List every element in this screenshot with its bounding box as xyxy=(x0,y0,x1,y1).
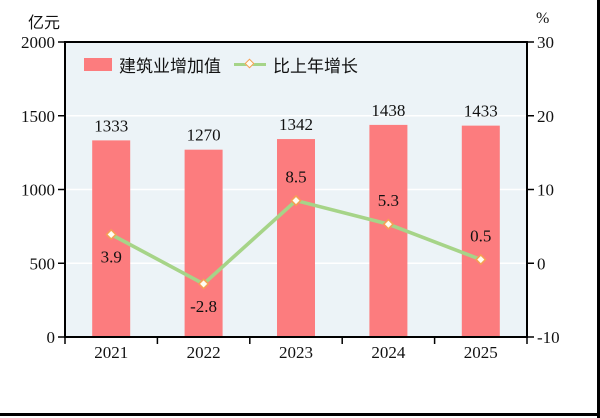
left-axis-unit-label: 亿元 xyxy=(28,15,61,32)
bar-legend-swatch xyxy=(84,57,112,71)
line-marker xyxy=(197,278,210,290)
line-marker xyxy=(290,194,302,207)
bar xyxy=(369,124,408,338)
right-axis-tick-label: 20 xyxy=(537,107,554,126)
x-axis-category-label: 2023 xyxy=(279,343,313,362)
legend: 建筑业增加值 比上年增长 xyxy=(84,54,358,76)
bar xyxy=(184,149,223,337)
x-axis-category-label: 2024 xyxy=(371,343,406,362)
line-marker xyxy=(382,218,395,230)
line-value-label: 3.9 xyxy=(101,247,122,266)
line-value-label: 8.5 xyxy=(285,168,306,187)
right-axis-tick-label: -10 xyxy=(537,328,560,347)
left-axis-tick-label: 1500 xyxy=(21,107,55,126)
bar xyxy=(277,139,315,337)
right-axis-unit-label: % xyxy=(536,10,550,27)
bar-value-label: 1438 xyxy=(371,101,405,120)
x-axis-category-label: 2025 xyxy=(464,343,498,362)
bar-value-label: 1333 xyxy=(94,116,128,135)
right-axis-tick-label: 0 xyxy=(537,254,546,273)
line-marker xyxy=(105,228,117,241)
left-axis-tick-label: 2000 xyxy=(21,33,55,52)
left-axis-tick-label: 500 xyxy=(30,254,56,273)
line-value-label: 5.3 xyxy=(378,191,399,210)
line-marker xyxy=(475,253,487,266)
x-axis-category-label: 2021 xyxy=(94,343,128,362)
image-right-border xyxy=(597,0,600,418)
bar-value-label: 1342 xyxy=(279,115,313,134)
bar xyxy=(461,125,500,337)
diamond-marker-icon xyxy=(244,58,255,69)
image-bottom-border xyxy=(0,413,600,416)
x-axis-category-label: 2022 xyxy=(187,343,221,362)
left-axis-tick-label: 1000 xyxy=(21,181,55,200)
right-axis-tick-label: 10 xyxy=(537,181,554,200)
line-legend-label: 比上年增长 xyxy=(273,56,358,76)
bar-value-label: 1270 xyxy=(187,126,221,145)
bar-value-label: 1433 xyxy=(464,102,498,121)
right-axis-tick-label: 30 xyxy=(537,33,554,52)
line-value-label: 0.5 xyxy=(470,227,491,246)
line-legend-swatch xyxy=(234,58,266,71)
bar-legend-label: 建筑业增加值 xyxy=(119,56,221,76)
left-axis-tick-label: 0 xyxy=(47,328,56,347)
line-value-label: -2.8 xyxy=(190,297,217,316)
